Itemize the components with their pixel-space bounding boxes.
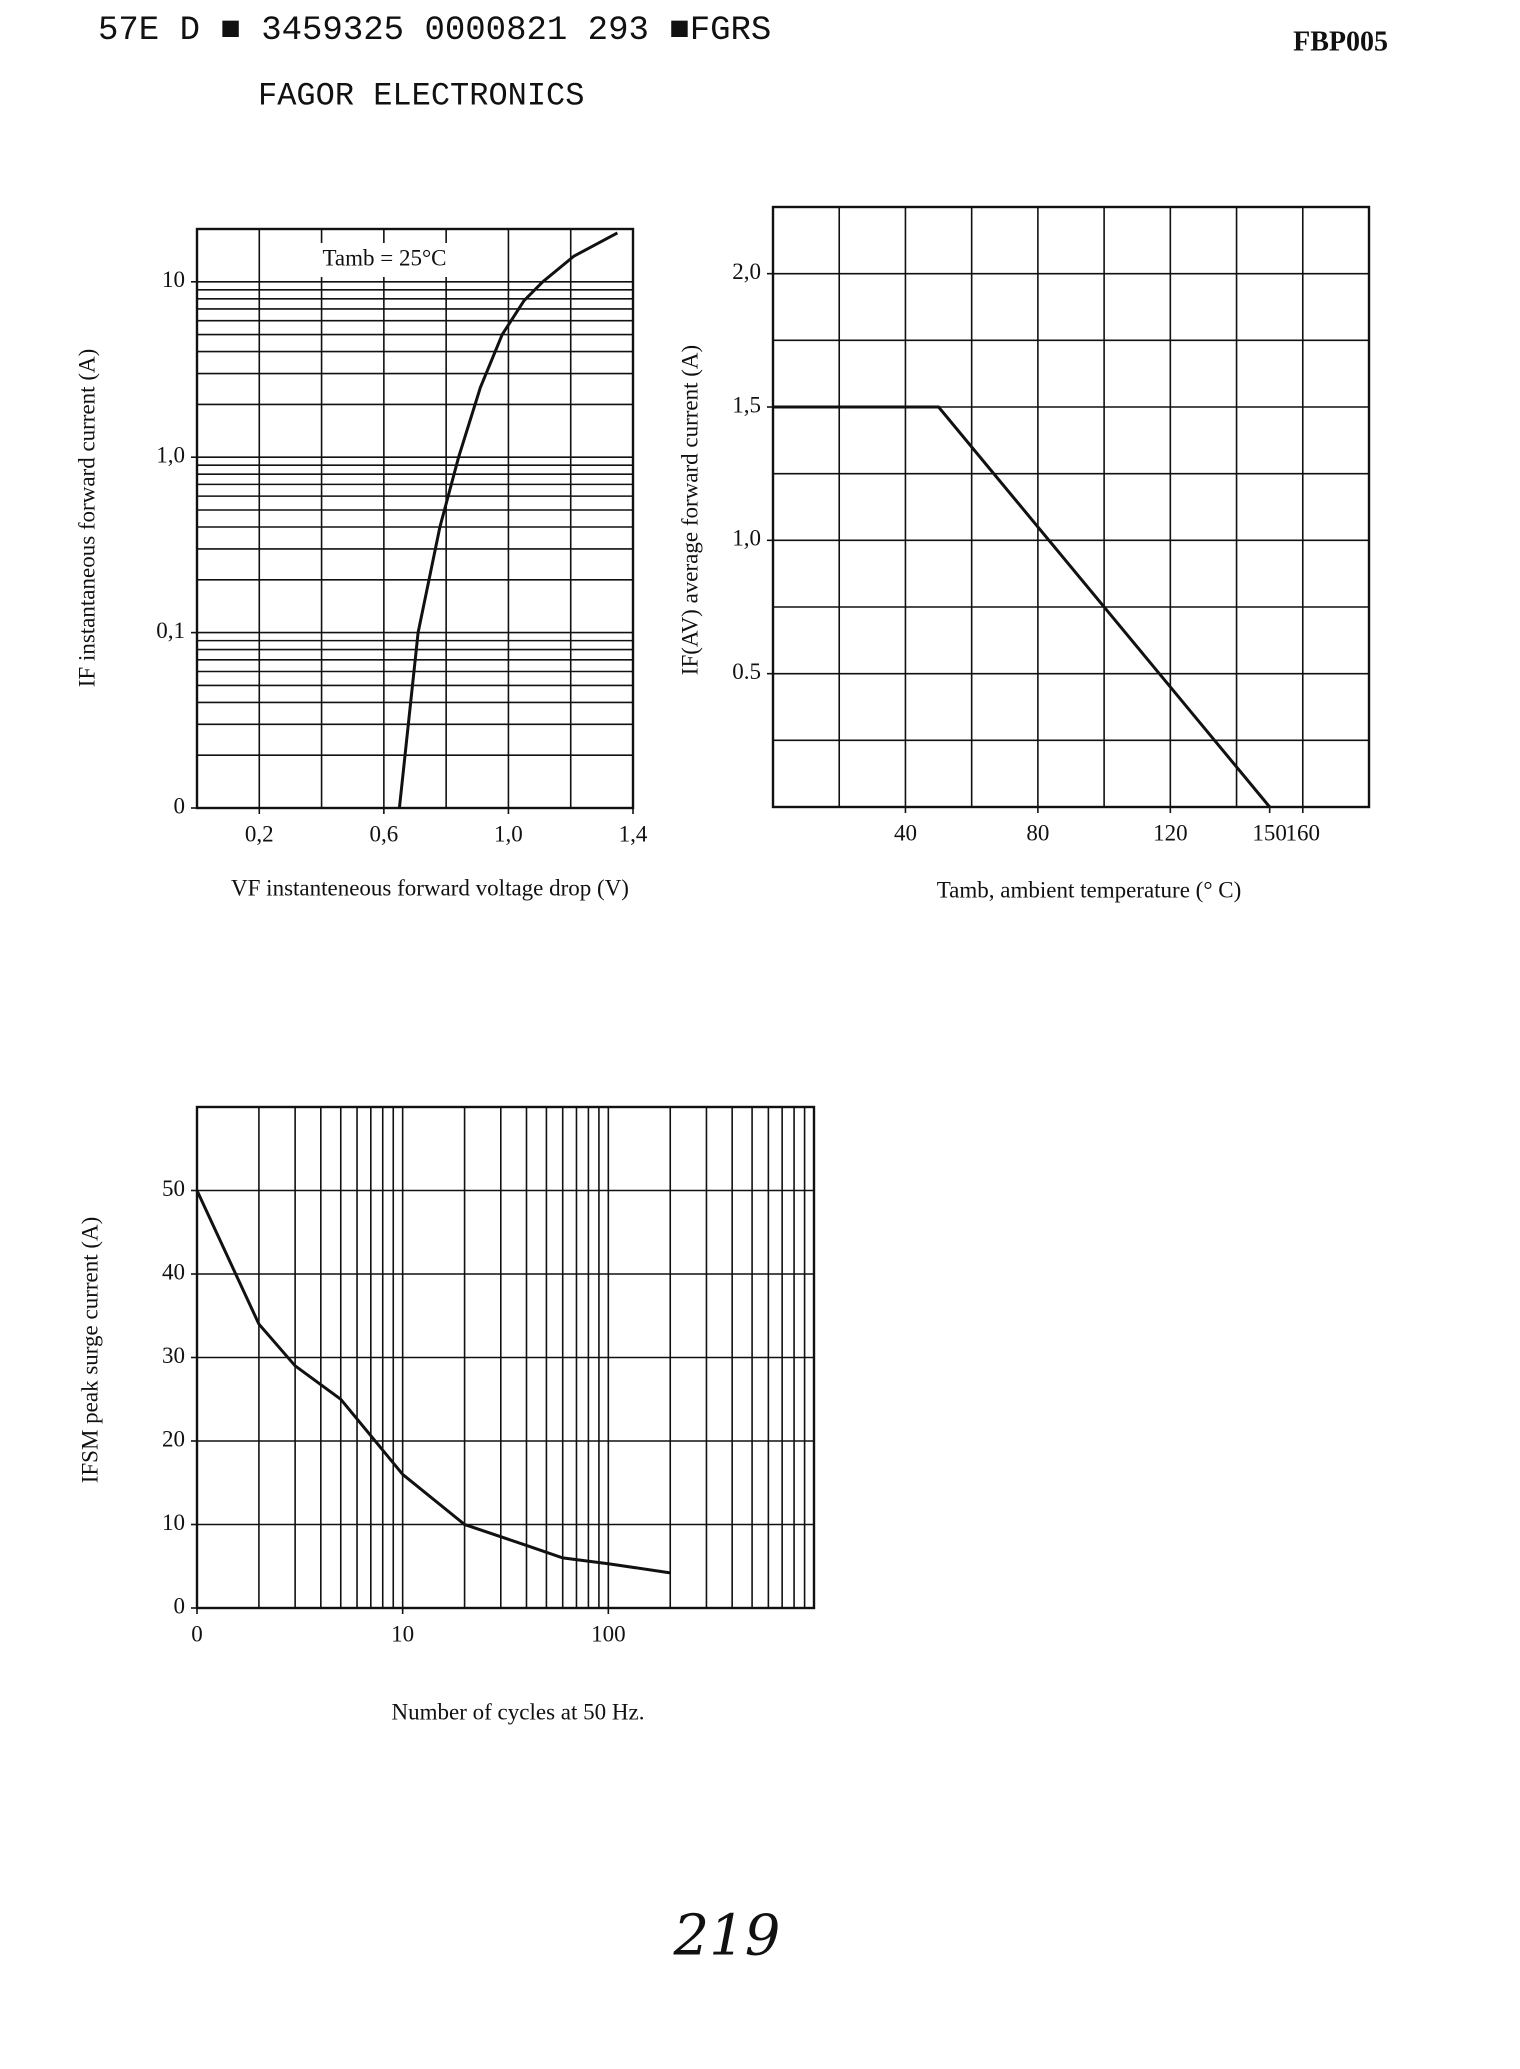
- data-line: [773, 405, 1271, 808]
- x-tick-label: 0: [191, 1621, 203, 1646]
- document-id: FBP005: [1293, 26, 1388, 57]
- data-line: [397, 231, 619, 809]
- x-tick-label: 0,2: [245, 821, 274, 846]
- y-tick-label: 0: [174, 793, 186, 818]
- y-tick-label: 0: [174, 1593, 186, 1618]
- x-tick-label: 100: [591, 1621, 626, 1646]
- company-name: FAGOR ELECTRONICS: [258, 77, 584, 114]
- annotation-background: [306, 243, 463, 277]
- y-axis-label: IFSM peak surge current (A): [77, 1217, 102, 1484]
- y-tick-label: 1,0: [156, 442, 185, 467]
- y-tick-label: 50: [162, 1176, 185, 1201]
- x-tick-label: 40: [894, 820, 917, 845]
- y-tick-label: 10: [162, 267, 185, 292]
- y-tick-label: 30: [162, 1343, 185, 1368]
- x-axis-label: Tamb, ambient temperature (° C): [937, 877, 1242, 902]
- x-tick-label: 1,4: [619, 821, 648, 846]
- y-tick-label: 2,0: [732, 259, 761, 284]
- annotation: Tamb = 25°C: [322, 245, 446, 270]
- x-axis-label: VF instanteneous forward voltage drop (V…: [231, 875, 629, 900]
- plot-frame: [771, 205, 1371, 809]
- x-tick-label: 1,0: [494, 821, 523, 846]
- y-tick-label: 10: [162, 1510, 185, 1535]
- y-axis-label: IF instantaneous forward current (A): [74, 349, 99, 688]
- header-code: 57E D ■ 3459325 0000821 293 ■FGRS: [98, 12, 771, 50]
- data-line: [195, 1189, 671, 1575]
- plot-frame: [195, 227, 635, 810]
- y-tick-label: 20: [162, 1426, 185, 1451]
- page-number: 219: [673, 1904, 781, 1969]
- x-tick-label: 120: [1153, 820, 1188, 845]
- x-tick-label: 0,6: [369, 821, 398, 846]
- x-axis-label: Number of cycles at 50 Hz.: [392, 1699, 645, 1724]
- y-tick-label: 1,0: [732, 526, 761, 551]
- y-tick-label: 1,5: [732, 392, 761, 417]
- y-tick-label: 0.5: [732, 659, 761, 684]
- y-tick-label: 40: [162, 1259, 185, 1284]
- y-axis-label: IF(AV) average forward current (A): [677, 345, 702, 675]
- x-tick-label: 160: [1286, 820, 1321, 845]
- y-tick-label: 0,1: [156, 618, 185, 643]
- x-tick-label: 10: [391, 1621, 414, 1646]
- x-tick-label: 150: [1252, 820, 1287, 845]
- x-tick-label: 80: [1026, 820, 1049, 845]
